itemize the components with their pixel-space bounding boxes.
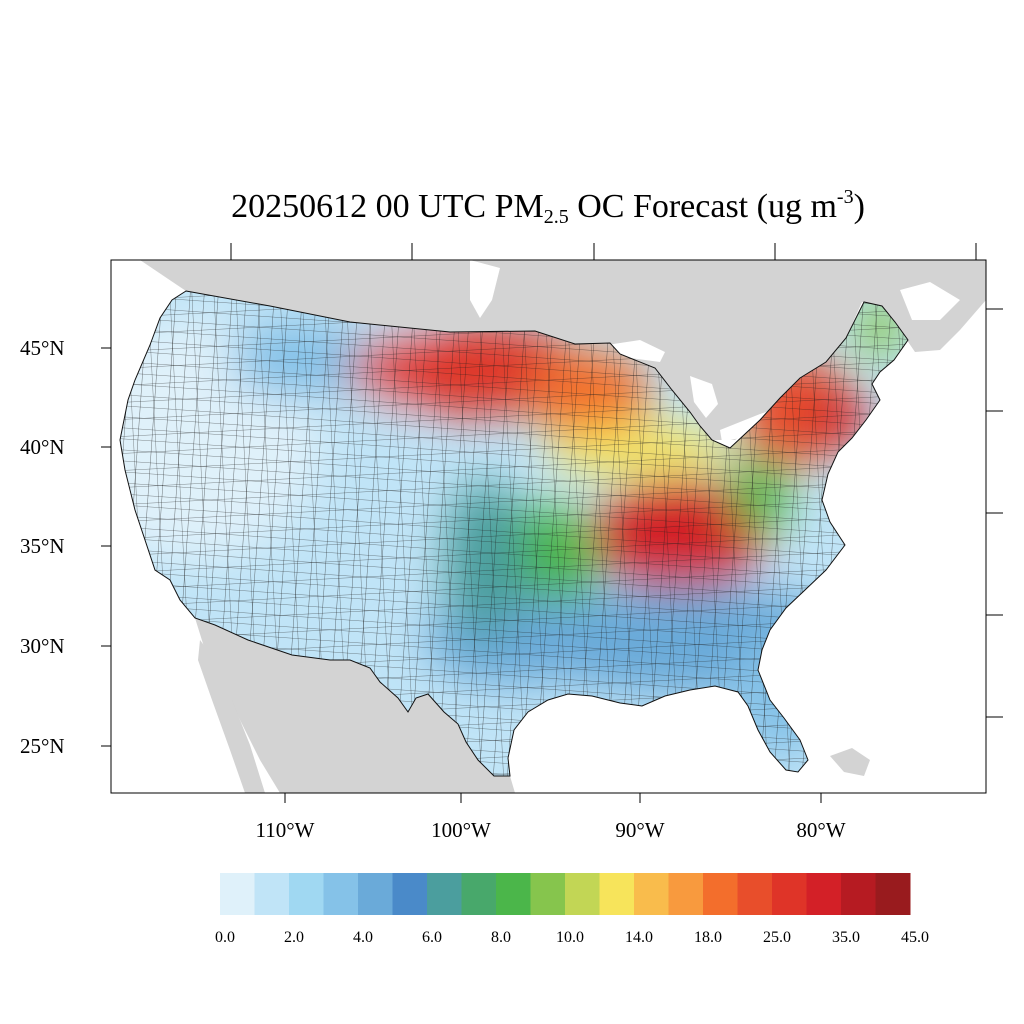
colorbar-label-9: 35.0 [832, 929, 860, 946]
colorbar-swatch-1 [254, 873, 290, 915]
colorbar [220, 873, 911, 915]
gulf-of-st-lawrence [900, 282, 960, 320]
lon-label-80w: 80°W [796, 818, 846, 842]
colorbar-swatch-18 [841, 873, 876, 915]
baja-peninsula [198, 640, 265, 793]
colorbar-label-10: 45.0 [901, 929, 929, 946]
lon-label-90w: 90°W [615, 818, 665, 842]
colorbar-swatch-6 [427, 873, 462, 915]
colorbar-swatch-8 [496, 873, 531, 915]
colorbar-label-7: 18.0 [694, 929, 722, 946]
colorbar-swatch-5 [392, 873, 428, 915]
colorbar-swatch-16 [772, 873, 807, 915]
colorbar-label-0: 0.0 [215, 929, 235, 946]
colorbar-swatch-12 [634, 873, 669, 915]
colorbar-label-2: 4.0 [353, 929, 373, 946]
colorbar-label-4: 8.0 [491, 929, 511, 946]
colorbar-swatch-3 [323, 873, 359, 915]
map-frame [119, 260, 986, 793]
lat-label-35n: 35°N [20, 534, 65, 558]
map-border [110, 259, 987, 794]
colorbar-swatch-2 [289, 873, 324, 915]
lat-label-45n: 45°N [20, 336, 65, 360]
colorbar-swatch-10 [565, 873, 600, 915]
colorbar-label-3: 6.0 [422, 929, 442, 946]
hudson-bay-inlet [470, 260, 500, 318]
title-prefix: 20250612 00 UTC PM [231, 188, 544, 225]
lat-label-30n: 30°N [20, 634, 65, 658]
lon-label-100w: 100°W [431, 818, 491, 842]
colorbar-swatch-15 [737, 873, 773, 915]
colorbar-swatch-9 [530, 873, 566, 915]
colorbar-label-1: 2.0 [284, 929, 304, 946]
title-pm-subscript: 2.5 [543, 206, 569, 228]
map-title: 20250612 00 UTC PM2.5 OC Forecast (ug m-… [0, 186, 1024, 229]
colorbar-swatch-7 [461, 873, 497, 915]
colorbar-swatch-4 [358, 873, 393, 915]
lat-label-25n: 25°N [20, 734, 65, 758]
lake-huron [690, 376, 718, 418]
cuba-landmass [830, 748, 870, 776]
title-suffix: ) [853, 188, 865, 225]
colorbar-swatch-17 [806, 873, 842, 915]
lake-superior [600, 340, 665, 362]
colorbar-label-6: 14.0 [625, 929, 653, 946]
lon-label-110w: 110°W [255, 818, 315, 842]
title-middle: OC Forecast (ug m [568, 188, 837, 225]
colorbar-swatch-11 [599, 873, 635, 915]
axis-ticks [101, 243, 1003, 803]
colorbar-swatch-19 [875, 873, 911, 915]
colorbar-swatch-0 [220, 873, 255, 915]
canada-landmass [140, 260, 986, 440]
colorbar-label-5: 10.0 [556, 929, 584, 946]
colorbar-label-8: 25.0 [763, 929, 791, 946]
colorbar-swatch-13 [668, 873, 704, 915]
mexico-landmass [195, 618, 515, 793]
title-unit-superscript: -3 [836, 186, 854, 208]
colorbar-swatch-14 [703, 873, 738, 915]
lat-label-40n: 40°N [20, 435, 65, 459]
